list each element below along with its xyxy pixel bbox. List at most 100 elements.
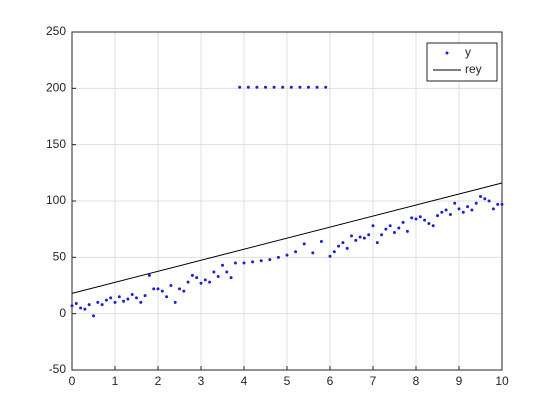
- point: [491, 207, 495, 211]
- y-tick-label: 100: [46, 193, 66, 207]
- point: [328, 254, 332, 258]
- point: [143, 294, 147, 298]
- x-tick-label: 10: [495, 374, 509, 388]
- point: [100, 303, 104, 307]
- point: [126, 297, 130, 301]
- y-tick-label: 250: [46, 24, 66, 38]
- point: [483, 197, 487, 201]
- point: [319, 240, 323, 244]
- point: [238, 85, 242, 89]
- point: [418, 215, 422, 219]
- point: [500, 202, 504, 206]
- point: [384, 227, 388, 231]
- point: [195, 276, 199, 280]
- point: [113, 300, 117, 304]
- point: [302, 242, 306, 246]
- point: [135, 296, 138, 300]
- point: [117, 295, 121, 299]
- point: [160, 289, 164, 293]
- legend-swatch: [445, 51, 449, 55]
- point: [474, 201, 478, 205]
- point: [208, 280, 212, 284]
- x-tick-label: 1: [112, 374, 119, 388]
- legend-box: [426, 42, 498, 82]
- legend-label: y: [465, 45, 471, 59]
- point: [139, 300, 143, 304]
- y-tick-label: 150: [46, 137, 66, 151]
- point: [186, 280, 190, 284]
- point: [74, 302, 78, 306]
- x-tick-label: 7: [370, 374, 377, 388]
- point: [87, 303, 91, 307]
- axes-box: [71, 31, 503, 371]
- point: [294, 250, 298, 254]
- point: [285, 253, 289, 257]
- point: [259, 259, 263, 263]
- point: [264, 85, 267, 89]
- point: [341, 241, 345, 245]
- x-tick-label: 6: [327, 374, 334, 388]
- point: [388, 224, 392, 228]
- point: [436, 214, 439, 218]
- point: [354, 238, 358, 242]
- point: [358, 235, 362, 239]
- point: [242, 261, 246, 265]
- point: [178, 287, 181, 291]
- point: [221, 263, 224, 267]
- point: [147, 273, 151, 277]
- point: [104, 298, 108, 302]
- point: [298, 85, 302, 89]
- y-tick-label: 200: [46, 81, 66, 95]
- point: [457, 207, 461, 211]
- point: [315, 85, 319, 89]
- point: [431, 224, 435, 228]
- point: [448, 213, 452, 217]
- point: [367, 233, 371, 237]
- point: [122, 299, 126, 303]
- point: [276, 255, 280, 259]
- x-tick-label: 3: [198, 374, 205, 388]
- point: [427, 222, 431, 226]
- point: [414, 217, 418, 221]
- point: [169, 284, 173, 287]
- point: [461, 210, 465, 214]
- point: [152, 287, 156, 291]
- point: [83, 307, 87, 311]
- point: [96, 300, 100, 304]
- point: [251, 260, 255, 264]
- point: [182, 289, 186, 293]
- point: [410, 216, 414, 220]
- x-tick-label: 0: [69, 374, 76, 388]
- point: [268, 258, 272, 262]
- point: [156, 287, 160, 291]
- point: [324, 85, 328, 89]
- x-tick-label: 5: [284, 374, 291, 388]
- legend-label: rey: [465, 62, 482, 76]
- line: [71, 182, 503, 294]
- point: [423, 218, 427, 222]
- point: [466, 205, 470, 209]
- point: [216, 274, 220, 278]
- point: [203, 278, 207, 282]
- point: [79, 306, 83, 310]
- point: [487, 199, 491, 203]
- point: [92, 314, 95, 318]
- point: [281, 85, 285, 89]
- point: [233, 261, 237, 265]
- point: [440, 210, 444, 214]
- point: [212, 270, 216, 274]
- x-tick-label: 2: [155, 374, 162, 388]
- point: [229, 276, 233, 280]
- y-tick-label: -50: [49, 362, 67, 376]
- point: [405, 229, 409, 233]
- point: [479, 194, 482, 198]
- point: [225, 270, 229, 274]
- point: [289, 85, 293, 89]
- point: [199, 281, 203, 285]
- point: [165, 295, 169, 299]
- x-tick-label: 9: [456, 374, 463, 388]
- point: [401, 220, 405, 224]
- point: [109, 296, 113, 300]
